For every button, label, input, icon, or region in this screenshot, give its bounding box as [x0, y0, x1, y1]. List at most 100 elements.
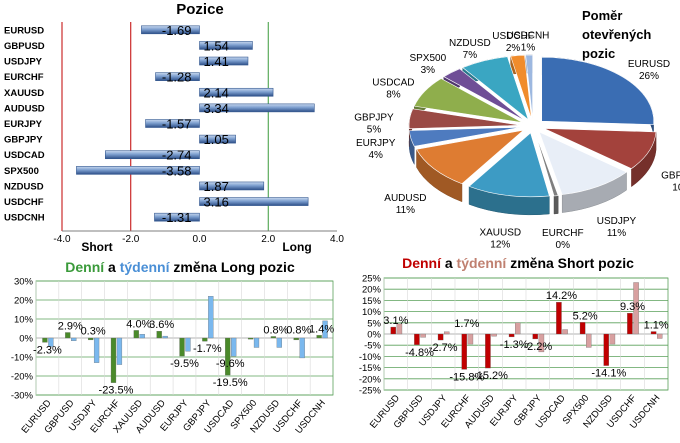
short-title-part-4: změna Short pozic [506, 255, 634, 271]
bar-denni [110, 337, 117, 383]
pozice-value-label: -1.28 [162, 70, 192, 85]
bar-denni [293, 337, 299, 341]
y-tick-label: -10% [11, 353, 34, 364]
pozice-bar [199, 103, 315, 113]
bar-tydenni [467, 333, 474, 345]
pie-slice-label: XAUUSD [479, 228, 521, 239]
data-label: -19.5% [213, 377, 248, 389]
pie-slice-pct: 5% [367, 125, 382, 136]
bar-tydenni [396, 323, 403, 335]
pozice-bar [199, 181, 265, 191]
long-change-title: Denní a týdenní změna Long pozic [65, 259, 295, 275]
pozice-bar [199, 56, 249, 66]
pie-slice-label: EURCHF [542, 228, 584, 239]
pozice-bar [199, 87, 274, 97]
pozice-grid [61, 22, 337, 232]
short-change-chart: Denní a týdenní změna Short pozic 25%20%… [359, 255, 669, 431]
pozice-bar [199, 197, 309, 206]
bar-denni [461, 333, 467, 370]
pie-slice-pct: 11% [607, 228, 626, 239]
pie-slice-label: USDCAD [372, 77, 414, 88]
pozice-value-label: -1.31 [162, 210, 192, 225]
data-label: -2.2% [523, 341, 552, 353]
bar-denni [627, 313, 633, 335]
bar-denni [42, 337, 48, 343]
data-label: -1.3% [500, 339, 529, 351]
short-plot: 25%20%15%10%5%0%-5%-10%-15%-20%-25%EURUS… [359, 274, 669, 432]
pozice-category-label: NZDUSD [4, 181, 44, 192]
data-label: -1.7% [193, 343, 222, 355]
pie-slice [409, 126, 522, 147]
pie-slice-pct: 10% [672, 183, 680, 194]
pozice-value-label: 1.05 [204, 132, 229, 147]
pie-slice-pct: 2% [506, 43, 521, 54]
bar-denni [579, 322, 586, 335]
bar-tydenni [444, 331, 450, 335]
bar-denni [88, 337, 94, 341]
short-title-part-2: a [441, 255, 457, 271]
long-change-chart: Denní a týdenní změna Long pozic 30% 20% 1… [11, 259, 335, 436]
bar-tydenni [48, 337, 54, 347]
pozice-axis: -4.0 -2.0 0.0 2.0 4.0 [53, 234, 344, 245]
pie-slice-pct: 12% [490, 240, 510, 251]
data-label: 2.9% [58, 320, 83, 332]
y-tick-label: -20% [11, 372, 34, 383]
bar-denni [414, 333, 420, 345]
pie-slice [416, 129, 525, 185]
data-label: 5.2% [573, 310, 598, 322]
data-label: -9.5% [170, 358, 199, 370]
bar-tydenni [586, 333, 592, 348]
data-label: 1.4% [309, 323, 334, 335]
pomer-title-line-3: pozic [582, 46, 615, 61]
pozice-value-label: 1.41 [204, 54, 229, 69]
y-tick-label: 10% [14, 315, 34, 326]
pie-slice [541, 56, 654, 125]
pozice-bar [155, 72, 200, 81]
pozice-value-label: 2.14 [204, 85, 229, 100]
pie-slice-pct: 3% [421, 65, 436, 76]
data-label: 3.1% [383, 315, 408, 327]
y-tick-label: 15% [362, 296, 382, 307]
short-change-title: Denní a týdenní změna Short pozic [402, 255, 634, 271]
data-label: -14.1% [591, 368, 626, 380]
pozice-value-label: -1.69 [162, 23, 192, 38]
bar-tydenni [231, 337, 237, 357]
data-label: 9.3% [620, 301, 645, 313]
pie-slice [544, 128, 657, 169]
pie-slice-label: GBPUSD [661, 171, 680, 182]
pie-slice-label: EURUSD [628, 59, 670, 70]
bar-tydenni [185, 337, 191, 352]
bar-denni [603, 333, 609, 366]
data-label: 14.2% [546, 290, 577, 302]
long-title-part-1: Denní [65, 259, 105, 275]
data-label: 0.3% [81, 325, 106, 337]
data-label: -2.3% [33, 344, 62, 356]
bar-tydenni [538, 333, 545, 353]
bar-tydenni [491, 333, 497, 337]
pozice-category-label: USDJPY [4, 57, 43, 68]
y-tick-label: -15% [359, 363, 382, 374]
pie-slice-pct: 0% [556, 240, 571, 251]
bar-denni [556, 302, 562, 335]
pie-slice-label: AUDUSD [384, 193, 426, 204]
pie-slice [534, 132, 559, 197]
bar-denni [202, 337, 208, 342]
bar-tydenni [71, 337, 77, 341]
bar-tydenni [657, 333, 663, 339]
y-tick-label: -25% [359, 386, 382, 397]
bar-tydenni [633, 282, 639, 335]
bar-denni [270, 336, 277, 339]
bar-denni [156, 331, 162, 339]
bar-tydenni [139, 334, 145, 339]
pozice-bar [199, 41, 253, 50]
pie-slice-pct: 1% [521, 43, 536, 54]
pozice-x-tick-label: 0.0 [193, 234, 207, 245]
pozice-x-tick-label: 2.0 [261, 234, 275, 245]
pie-slice-pct: 8% [386, 89, 401, 100]
pomer-title-line-1: Poměr [582, 8, 622, 23]
pozice-value-label: 3.34 [204, 101, 229, 116]
y-tick-label: 30% [14, 277, 34, 288]
pie-slice [443, 68, 526, 121]
pie-slice-label: USDCHF [492, 31, 534, 42]
